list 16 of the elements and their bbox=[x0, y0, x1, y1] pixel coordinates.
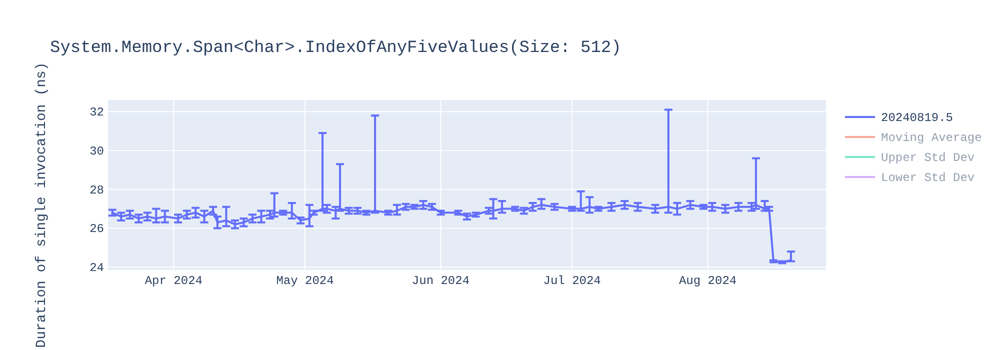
legend-label: Moving Average bbox=[881, 131, 982, 145]
chart-title: System.Memory.Span<Char>.IndexOfAnyFiveValues(Size: 512) bbox=[50, 39, 622, 58]
y-axis-title: Duration of single invocation (ns) bbox=[34, 62, 50, 348]
x-tick-label: Apr 2024 bbox=[144, 274, 202, 288]
y-tick-label: 30 bbox=[90, 144, 104, 159]
legend-label: 20240819.5 bbox=[881, 111, 954, 125]
legend-label: Lower Std Dev bbox=[881, 171, 975, 185]
x-tick-label: Jul 2024 bbox=[543, 274, 601, 288]
legend-label: Upper Std Dev bbox=[881, 151, 975, 165]
y-tick-label: 28 bbox=[90, 183, 104, 198]
x-tick-label: May 2024 bbox=[276, 274, 334, 288]
x-tick-label: Aug 2024 bbox=[678, 274, 737, 288]
x-tick-label: Jun 2024 bbox=[412, 274, 470, 288]
y-tick-label: 26 bbox=[90, 222, 104, 236]
y-tick-label: 32 bbox=[90, 106, 104, 120]
y-tick-label: 24 bbox=[90, 261, 104, 276]
